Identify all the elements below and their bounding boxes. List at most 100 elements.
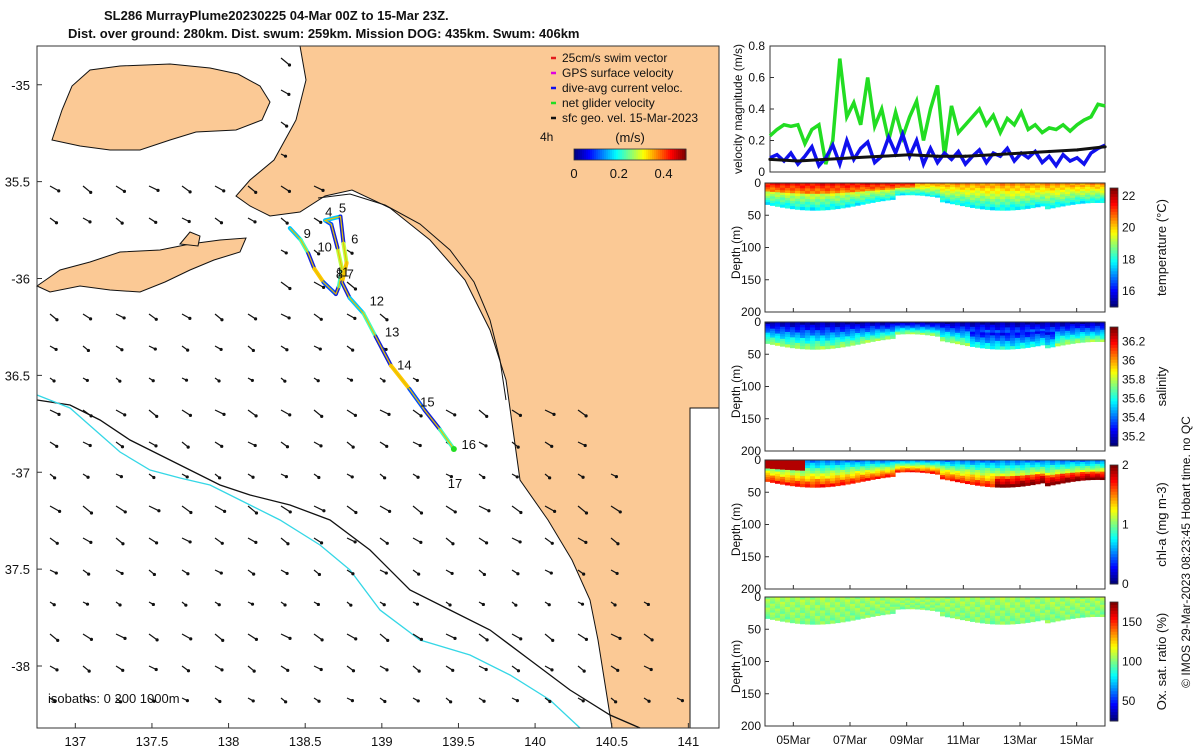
section-data-cell [995, 332, 1001, 337]
section-data-cell [1060, 192, 1066, 196]
section-data-cell [855, 477, 861, 481]
section-data-cell [990, 460, 996, 464]
section-data-cell [910, 468, 916, 470]
section-data-cell [1090, 335, 1096, 339]
geo-velocity-arrowhead [349, 603, 353, 607]
section-data-cell [790, 460, 796, 464]
section-data-cell [780, 341, 786, 345]
section-data-cell [1000, 335, 1006, 339]
section-data-cell [1030, 477, 1036, 481]
section-data-cell [845, 611, 851, 615]
section-data-cell [910, 332, 916, 335]
geo-velocity-arrowhead [56, 638, 60, 642]
section-data-cell [990, 607, 996, 611]
section-data-cell [775, 480, 781, 484]
section-data-cell [1025, 198, 1031, 202]
section-data-cell [960, 617, 966, 621]
section-data-cell [1065, 460, 1071, 463]
section-data-cell [1075, 340, 1081, 344]
section-data-cell [1095, 192, 1101, 196]
section-data-cell [960, 337, 966, 341]
section-data-cell [795, 604, 801, 609]
section-data-cell [865, 187, 871, 190]
section-data-cell [1060, 466, 1066, 470]
section-data-cell [1055, 476, 1061, 480]
section-data-cell [1065, 189, 1071, 193]
section-data-cell [965, 471, 971, 475]
section-data-cell [850, 194, 856, 198]
section-data-cell [810, 615, 816, 620]
section-data-cell [1015, 481, 1021, 485]
section-data-cell [1090, 598, 1096, 602]
section-data-cell [780, 195, 786, 199]
section-data-cell [975, 614, 981, 618]
section-data-cell [860, 611, 866, 615]
section-data-cell [875, 604, 881, 607]
section-data-cell [890, 335, 896, 338]
section-data-cell [1050, 183, 1056, 187]
section-data-cell [985, 204, 991, 208]
section-data-cell [895, 193, 901, 196]
geo-velocity-arrowhead [119, 475, 124, 479]
geo-velocity-arrowhead [584, 414, 588, 418]
section-colorbar-cell [1110, 392, 1118, 396]
section-data-cell [960, 322, 966, 325]
section-data-cell [885, 605, 891, 608]
geo-velocity-arrowhead [254, 540, 258, 544]
section-data-cell [985, 612, 991, 617]
section-data-cell [940, 333, 946, 336]
section-data-cell [835, 609, 841, 613]
section-data-cell [825, 322, 831, 326]
section-data-cell [925, 333, 931, 336]
section-data-cell [870, 323, 876, 327]
section-data-cell [1055, 187, 1061, 191]
section-data-cell [855, 471, 861, 474]
section-colorbar-cell [1110, 304, 1118, 308]
section-data-cell [885, 327, 891, 330]
section-data-cell [985, 618, 991, 622]
section-data-cell [865, 326, 871, 329]
section-data-cell [790, 462, 796, 466]
section-data-cell [995, 188, 1001, 192]
map-colorbar-cell [666, 149, 669, 160]
geo-velocity-arrowhead [52, 603, 56, 607]
section-data-cell [1000, 340, 1006, 345]
section-data-cell [910, 193, 916, 196]
section-data-cell [1075, 478, 1081, 482]
section-data-cell [920, 469, 926, 472]
section-data-cell [1080, 189, 1086, 192]
section-data-cell [965, 601, 971, 605]
section-data-cell [1040, 194, 1046, 198]
section-data-cell [790, 324, 796, 328]
section-data-cell [1095, 473, 1101, 477]
geo-velocity-arrow [280, 409, 291, 416]
section-data-cell [970, 479, 976, 483]
section-data-cell [820, 324, 826, 328]
section-data-cell [930, 608, 936, 611]
section-data-cell [985, 335, 991, 339]
section-colorbar-tick-label: 18 [1122, 252, 1136, 266]
section-data-cell [970, 190, 976, 194]
section-data-cell [835, 337, 841, 341]
section-data-cell [1100, 600, 1106, 604]
section-data-cell [900, 463, 906, 466]
geo-velocity-arrowhead [54, 221, 59, 225]
section-data-cell [920, 326, 926, 329]
section-data-cell [1000, 615, 1006, 620]
section-data-cell [860, 187, 866, 190]
section-data-cell [1080, 466, 1086, 469]
section-colorbar-cell [1110, 425, 1118, 429]
section-data-cell [895, 469, 901, 472]
section-colorbar-cell [1110, 262, 1118, 266]
geo-velocity-arrow [313, 633, 323, 641]
section-data-cell [775, 328, 781, 332]
section-data-cell [990, 621, 996, 625]
section-data-cell [1090, 460, 1096, 463]
section-colorbar-tick-label: 35.8 [1122, 372, 1146, 386]
section-data-cell [1090, 200, 1096, 204]
section-data-cell [985, 329, 991, 334]
section-data-cell [955, 326, 961, 330]
section-data-cell [930, 602, 936, 605]
section-colorbar-cell [1110, 536, 1118, 540]
